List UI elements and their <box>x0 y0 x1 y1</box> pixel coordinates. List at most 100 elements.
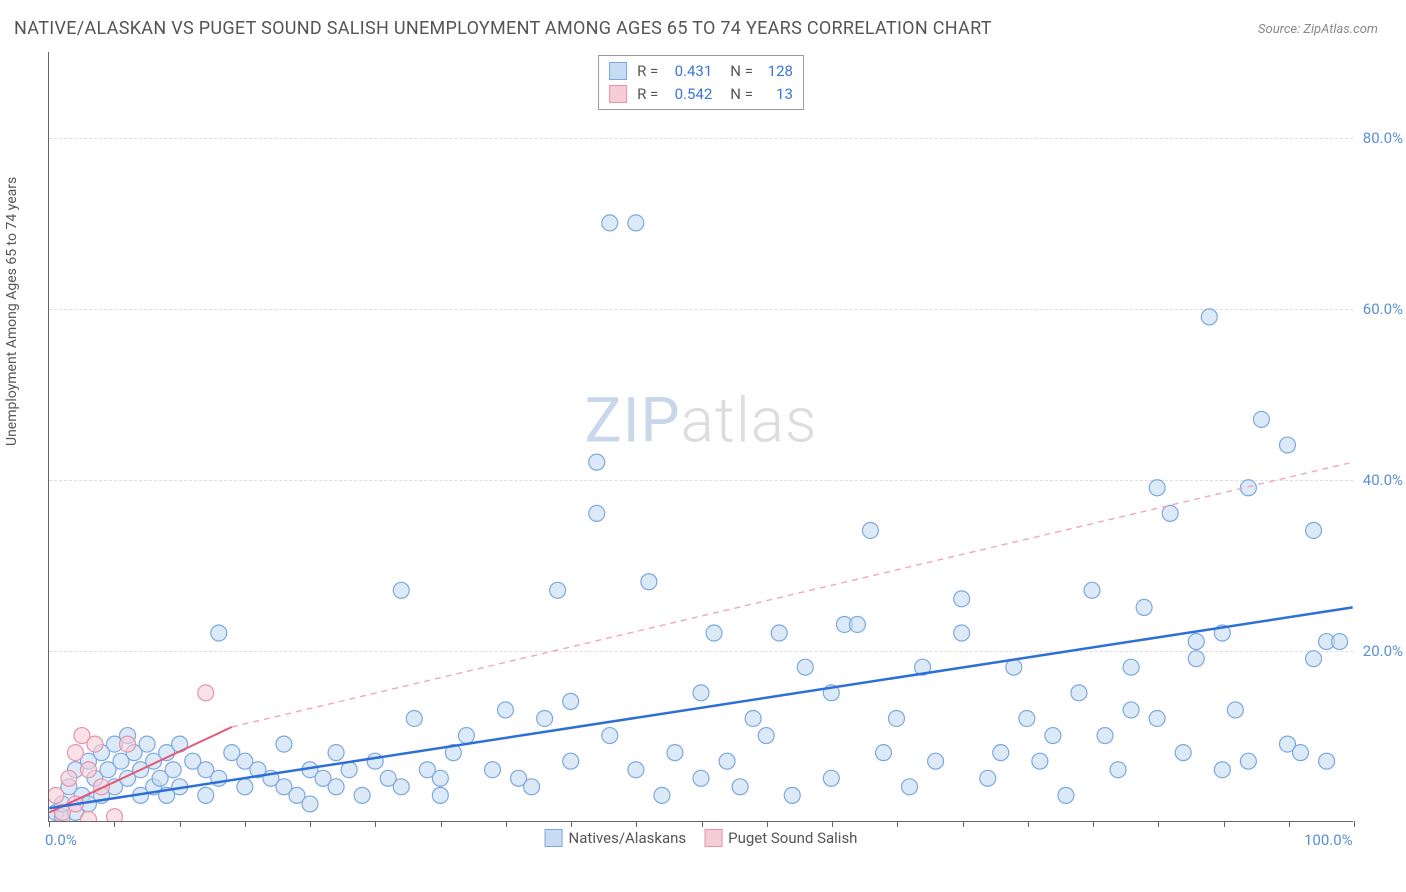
data-point <box>393 779 409 795</box>
data-point <box>1306 651 1322 667</box>
data-point <box>693 685 709 701</box>
x-tick <box>963 821 964 827</box>
data-point <box>1149 710 1165 726</box>
data-point <box>732 779 748 795</box>
data-point <box>589 454 605 470</box>
data-point <box>849 616 865 632</box>
data-point <box>432 770 448 786</box>
x-tick <box>375 821 376 827</box>
legend-label: Natives/Alaskans <box>569 829 687 847</box>
data-point <box>1240 753 1256 769</box>
data-point <box>432 787 448 803</box>
data-point <box>745 710 761 726</box>
data-point <box>537 710 553 726</box>
x-tick <box>702 821 703 827</box>
r-value: 0.431 <box>664 60 712 83</box>
plot-area: ZIPatlas R =0.431N =128R =0.542N =13 Nat… <box>48 52 1353 822</box>
x-tick-label: 0.0% <box>45 831 77 849</box>
data-point <box>1306 522 1322 538</box>
n-value: 128 <box>759 60 793 83</box>
x-tick-label: 100.0% <box>1304 831 1353 849</box>
x-tick <box>310 821 311 827</box>
data-point <box>107 809 123 821</box>
x-tick <box>506 821 507 827</box>
data-point <box>889 710 905 726</box>
data-point <box>211 625 227 641</box>
r-label: R = <box>637 60 658 83</box>
data-point <box>550 582 566 598</box>
data-point <box>341 762 357 778</box>
data-point <box>823 770 839 786</box>
n-label: N = <box>730 60 753 83</box>
x-tick <box>1158 821 1159 827</box>
data-point <box>1162 505 1178 521</box>
data-point <box>1019 710 1035 726</box>
data-point <box>563 693 579 709</box>
data-point <box>302 796 318 812</box>
scatter-svg <box>49 52 1353 821</box>
data-point <box>602 728 618 744</box>
data-point <box>67 745 83 761</box>
data-point <box>165 762 181 778</box>
x-tick <box>1289 821 1290 827</box>
data-point <box>328 779 344 795</box>
data-point <box>954 591 970 607</box>
data-point <box>1175 745 1191 761</box>
data-point <box>706 625 722 641</box>
data-point <box>1188 634 1204 650</box>
data-point <box>393 582 409 598</box>
data-point <box>120 736 136 752</box>
data-point <box>1045 728 1061 744</box>
x-tick <box>245 821 246 827</box>
data-point <box>1279 437 1295 453</box>
data-point <box>1293 745 1309 761</box>
x-tick <box>897 821 898 827</box>
data-point <box>641 574 657 590</box>
series-swatch <box>609 85 627 103</box>
data-point <box>367 753 383 769</box>
data-point <box>563 753 579 769</box>
series-swatch <box>704 829 722 847</box>
series-swatch <box>609 62 627 80</box>
data-point <box>602 215 618 231</box>
series-legend: Natives/Alaskans Puget Sound Salish <box>545 829 858 847</box>
legend-item: Puget Sound Salish <box>704 829 857 847</box>
series-swatch <box>545 829 563 847</box>
data-point <box>902 779 918 795</box>
data-point <box>1032 753 1048 769</box>
data-point <box>93 779 109 795</box>
chart-source: Source: ZipAtlas.com <box>1258 22 1378 37</box>
data-point <box>1332 634 1348 650</box>
data-point <box>980 770 996 786</box>
data-point <box>237 779 253 795</box>
data-point <box>1123 659 1139 675</box>
r-label: R = <box>637 83 658 106</box>
y-tick-label: 20.0% <box>1363 642 1403 660</box>
x-tick <box>832 821 833 827</box>
data-point <box>80 762 96 778</box>
x-tick <box>49 821 50 827</box>
data-point <box>954 625 970 641</box>
data-point <box>693 770 709 786</box>
data-point <box>667 745 683 761</box>
chart-title: NATIVE/ALASKAN VS PUGET SOUND SALISH UNE… <box>14 18 992 39</box>
data-point <box>628 215 644 231</box>
data-point <box>1084 582 1100 598</box>
data-point <box>654 787 670 803</box>
data-point <box>1319 753 1335 769</box>
data-point <box>354 787 370 803</box>
corr-row: R = 0.431 N = 128 <box>609 60 793 83</box>
y-tick-label: 80.0% <box>1363 129 1403 147</box>
x-tick <box>114 821 115 827</box>
correlation-legend-box: R =0.431N =128R =0.542N =13 <box>598 55 804 110</box>
data-point <box>139 736 155 752</box>
data-point <box>1058 787 1074 803</box>
x-tick <box>180 821 181 827</box>
data-point <box>198 787 214 803</box>
data-point <box>1188 651 1204 667</box>
data-point <box>1097 728 1113 744</box>
data-point <box>328 745 344 761</box>
data-point <box>758 728 774 744</box>
data-point <box>1123 702 1139 718</box>
data-point <box>1110 762 1126 778</box>
